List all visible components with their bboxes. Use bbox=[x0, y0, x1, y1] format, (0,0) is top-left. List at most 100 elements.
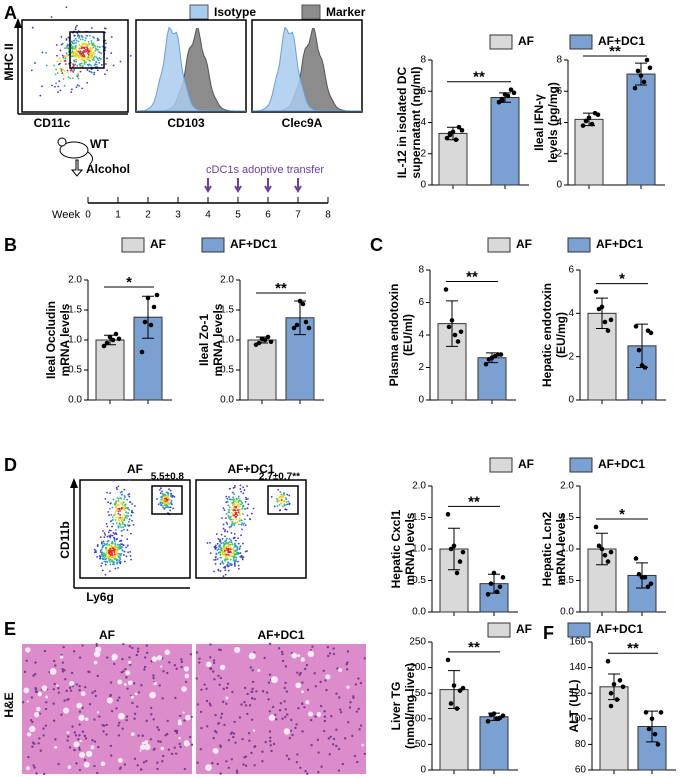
flow-event bbox=[62, 58, 65, 60]
vacuole bbox=[149, 691, 156, 699]
flow-event bbox=[240, 500, 243, 503]
flow-event bbox=[227, 550, 230, 553]
nucleus bbox=[332, 652, 336, 656]
flow-event bbox=[120, 540, 123, 542]
flow-event bbox=[214, 556, 217, 559]
flow-event bbox=[81, 44, 84, 47]
vacuole bbox=[66, 731, 70, 735]
flow-event bbox=[239, 484, 242, 487]
y-tick-label: 1.5 bbox=[560, 512, 574, 523]
flow-event bbox=[88, 59, 91, 62]
nucleus bbox=[68, 746, 72, 749]
flow-event bbox=[131, 519, 133, 522]
flow-event bbox=[233, 546, 236, 549]
nucleus bbox=[269, 736, 272, 739]
nucleus bbox=[220, 712, 224, 716]
nucleus bbox=[335, 692, 338, 695]
legend-label: AF bbox=[516, 622, 532, 636]
y-axis-label: MHC II bbox=[2, 43, 16, 80]
flow-event bbox=[119, 491, 122, 494]
flow-event bbox=[114, 546, 117, 549]
flow-event bbox=[86, 43, 89, 46]
flow-event bbox=[231, 554, 234, 557]
data-point bbox=[508, 87, 514, 92]
timeline-tick-label: 1 bbox=[115, 210, 121, 221]
flow-event bbox=[111, 525, 113, 528]
nucleus bbox=[61, 661, 65, 664]
flow-event bbox=[60, 43, 63, 46]
nucleus bbox=[337, 747, 341, 751]
vacuole bbox=[283, 728, 291, 735]
nucleus bbox=[320, 765, 323, 768]
flow-event bbox=[240, 508, 242, 510]
flow-event bbox=[104, 553, 107, 556]
nucleus bbox=[281, 717, 284, 720]
nucleus bbox=[285, 690, 289, 693]
flow-event bbox=[162, 506, 164, 509]
flow-event bbox=[222, 507, 225, 510]
flow-event bbox=[113, 553, 116, 556]
nucleus bbox=[205, 699, 209, 703]
flow-event bbox=[63, 74, 65, 77]
flow-event bbox=[116, 544, 119, 546]
flow-event bbox=[131, 511, 134, 514]
legend-label: AF bbox=[516, 237, 532, 251]
flow-event bbox=[221, 561, 224, 564]
flow-event bbox=[117, 555, 120, 558]
flow-event bbox=[232, 491, 234, 494]
flow-event bbox=[213, 558, 215, 561]
vacuole bbox=[36, 706, 41, 712]
flow-event bbox=[69, 77, 72, 80]
flow-event bbox=[160, 487, 162, 490]
flow-event bbox=[124, 525, 126, 528]
flow-event bbox=[90, 40, 93, 42]
nucleus bbox=[216, 762, 219, 766]
flow-event bbox=[225, 517, 227, 520]
flow-event bbox=[98, 46, 101, 48]
flow-event bbox=[102, 545, 105, 548]
nucleus bbox=[43, 772, 46, 776]
nucleus bbox=[255, 690, 258, 693]
flow-event bbox=[96, 544, 99, 546]
nucleus bbox=[208, 702, 211, 705]
nucleus bbox=[116, 699, 119, 702]
y-tick-label: 0 bbox=[420, 180, 426, 191]
flow-event bbox=[64, 63, 67, 65]
flow-event bbox=[220, 533, 223, 536]
vacuole bbox=[69, 680, 75, 687]
flow-event bbox=[117, 517, 120, 519]
nucleus bbox=[93, 764, 96, 768]
nucleus bbox=[325, 688, 328, 692]
data-point bbox=[448, 546, 454, 552]
y-axis-label: levels (pg/mg) bbox=[546, 82, 560, 163]
flow-event bbox=[101, 542, 103, 545]
flow-event bbox=[229, 564, 231, 566]
flow-event bbox=[217, 548, 220, 551]
nucleus bbox=[115, 707, 118, 710]
flow-event bbox=[55, 44, 58, 46]
nucleus bbox=[285, 754, 289, 757]
flow-event bbox=[87, 40, 90, 43]
nucleus bbox=[161, 697, 164, 700]
data-point bbox=[498, 352, 504, 357]
flow-event bbox=[109, 492, 111, 495]
timeline-tick-label: 8 bbox=[325, 210, 331, 221]
flow-event bbox=[230, 539, 232, 542]
data-point bbox=[265, 334, 271, 340]
error-bar bbox=[646, 710, 658, 743]
data-point bbox=[485, 592, 491, 597]
flow-event bbox=[124, 516, 127, 519]
flow-event bbox=[119, 554, 122, 557]
flow-event bbox=[119, 561, 122, 563]
vacuole bbox=[41, 685, 48, 692]
flow-event bbox=[234, 539, 237, 542]
flow-event bbox=[120, 547, 122, 550]
nucleus bbox=[120, 671, 123, 674]
y-tick-label: 8 bbox=[418, 265, 424, 276]
y-tick-label: 0.5 bbox=[560, 575, 574, 586]
data-point bbox=[110, 337, 116, 343]
flow-event bbox=[129, 550, 132, 553]
flow-event bbox=[226, 557, 229, 559]
flow-event bbox=[111, 559, 114, 562]
nucleus bbox=[265, 691, 269, 694]
